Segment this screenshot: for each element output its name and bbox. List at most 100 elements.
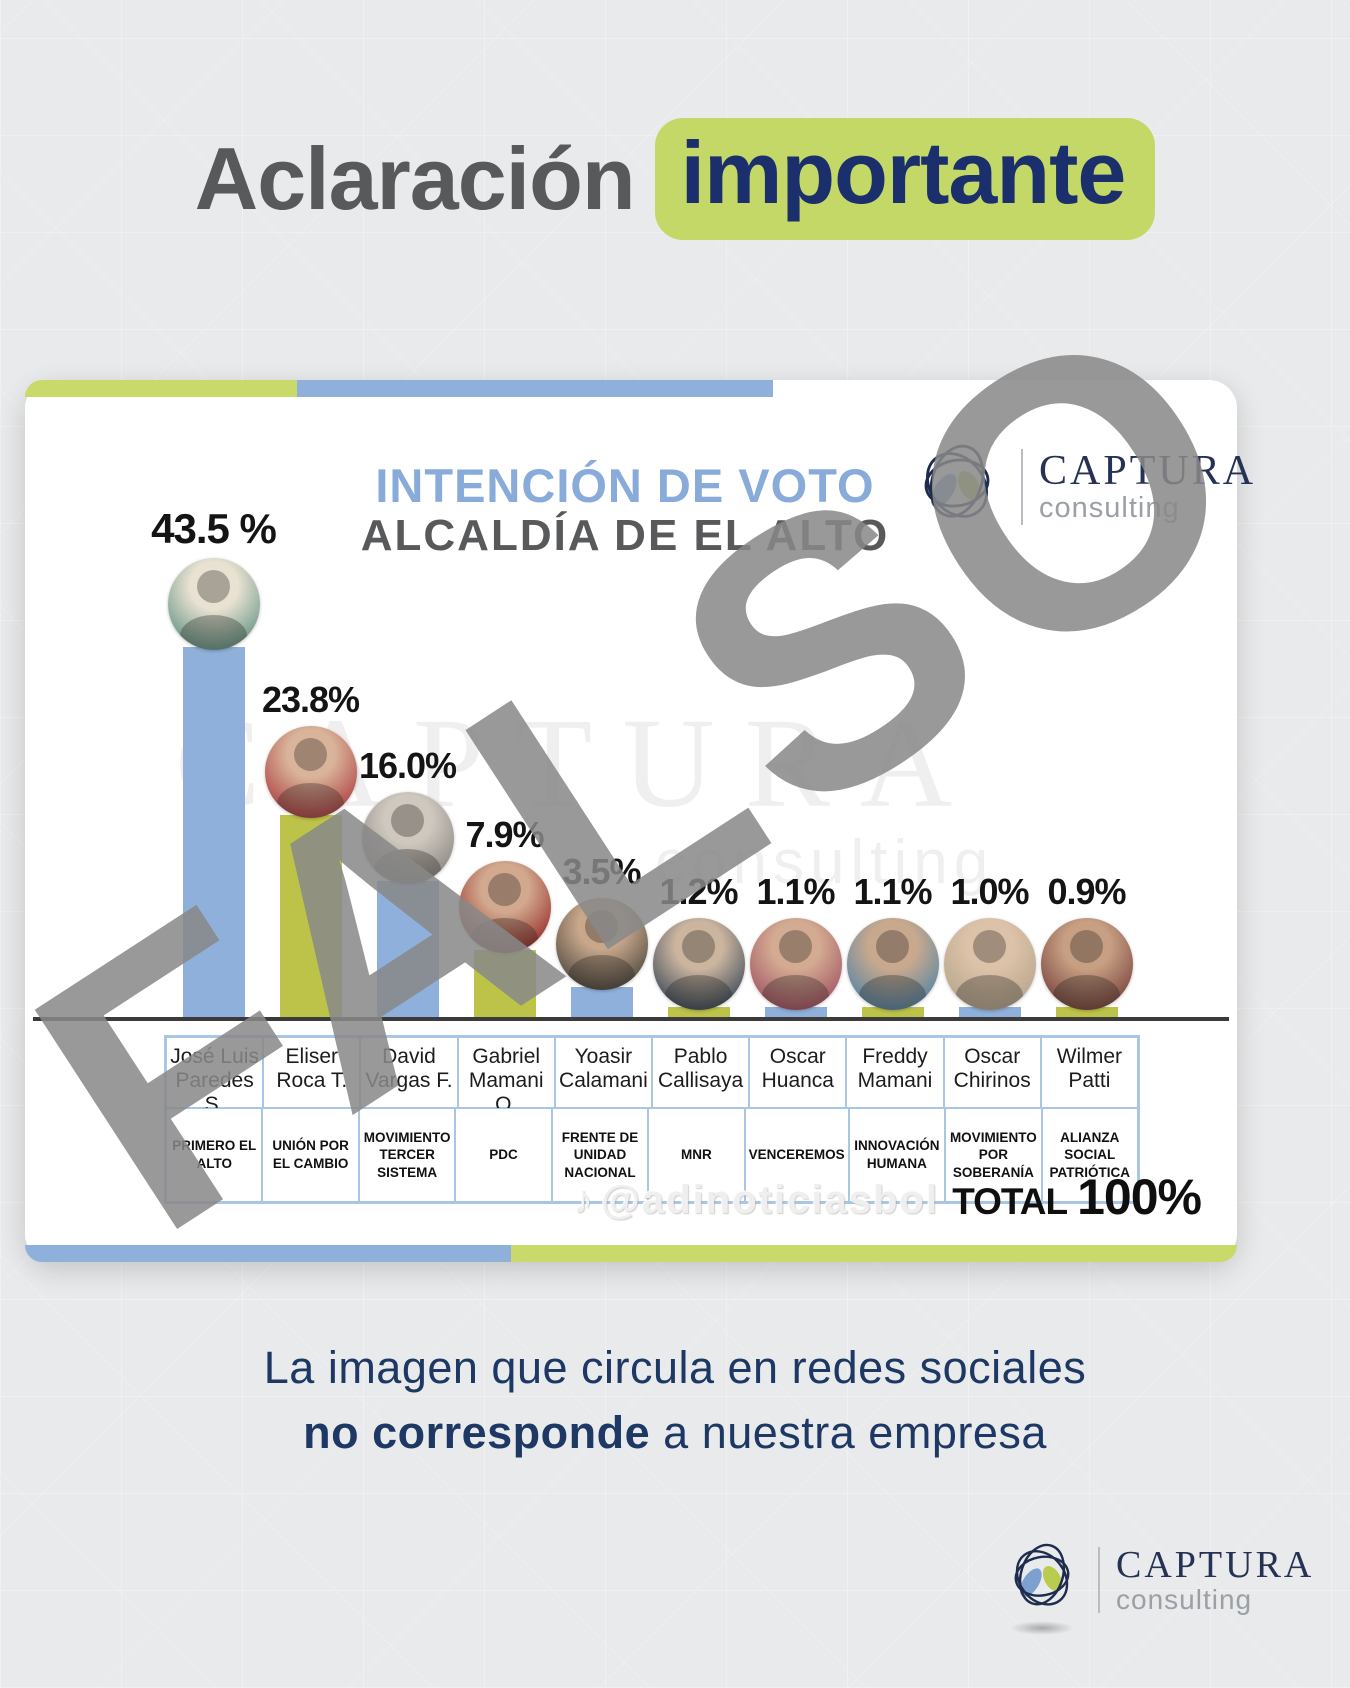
brand-text: CAPTURA consulting bbox=[1116, 1546, 1314, 1614]
party-cell: ALIANZA SOCIAL PATRIÓTICA bbox=[1041, 1108, 1138, 1202]
vote-bar bbox=[182, 647, 245, 1017]
vote-bar bbox=[861, 1007, 924, 1017]
candidate-name-cell: Pablo Callisaya bbox=[651, 1037, 750, 1108]
message-rest: a nuestra empresa bbox=[650, 1407, 1047, 1458]
stripe-green-segment bbox=[25, 380, 297, 397]
avatar-silhouette-head bbox=[584, 910, 619, 944]
chart-baseline bbox=[33, 1017, 1229, 1021]
tiktok-username: @adinoticiasbol bbox=[601, 1178, 939, 1222]
party-cell: VENCEREMOS bbox=[744, 1108, 849, 1202]
party-cell: MNR bbox=[648, 1108, 745, 1202]
avatar-silhouette-head bbox=[1069, 929, 1104, 964]
party-cell: FRENTE DE UNIDAD NACIONAL bbox=[551, 1108, 649, 1202]
party-names-row: PRIMERO EL ALTO UNIÓN POR EL CAMBIO MOVIMI… bbox=[166, 1108, 1138, 1202]
total-label: TOTAL bbox=[952, 1181, 1068, 1222]
avatar-silhouette-head bbox=[875, 929, 910, 964]
candidate-name-cell: Freddy Mamani bbox=[846, 1037, 944, 1108]
bar-chart: 43.5 % 23.8% 16.0% 7.9% 3.5% 1.2% 1.1% 1.1% 1.0%… bbox=[151, 380, 1135, 1017]
avatar-silhouette-body bbox=[277, 782, 344, 818]
party-cell: PRIMERO EL ALTO bbox=[166, 1108, 263, 1202]
avatar-silhouette-body bbox=[180, 615, 247, 651]
avatar-silhouette-body bbox=[956, 975, 1023, 1010]
logo-divider bbox=[1021, 448, 1023, 525]
stripe-blue-segment bbox=[297, 380, 773, 397]
avatar-silhouette-body bbox=[471, 917, 538, 953]
party-cell: PDC bbox=[455, 1108, 552, 1202]
percentage-label: 0.9% bbox=[1047, 871, 1126, 912]
tiktok-icon: ♪ bbox=[573, 1178, 595, 1222]
tiktok-handle: ♪ @adinoticiasbol bbox=[573, 1178, 939, 1223]
candidate-photo bbox=[264, 725, 357, 818]
vote-bar bbox=[473, 949, 536, 1017]
party-cell: MOVIMIENTO TERCER SISTEMA bbox=[358, 1108, 456, 1202]
percentage-label: 23.8% bbox=[261, 678, 360, 720]
candidate-photo bbox=[652, 917, 745, 1010]
vote-bar bbox=[764, 1007, 827, 1017]
candidate-name-cell: Oscar Huanca bbox=[749, 1037, 847, 1108]
chart-title-line1: INTENCIÓN DE VOTO bbox=[375, 459, 875, 512]
vote-bar bbox=[1055, 1007, 1118, 1017]
vote-bar bbox=[958, 1007, 1021, 1017]
brand-subtitle: consulting bbox=[1039, 492, 1180, 524]
captura-logo-header: CAPTURA consulting bbox=[909, 432, 1256, 541]
candidate-photo bbox=[1040, 918, 1133, 1010]
candidate-photo bbox=[846, 918, 939, 1010]
message-line1: La imagen que circula en redes sociales bbox=[263, 1342, 1087, 1393]
vote-bar bbox=[376, 881, 439, 1017]
page-title: Aclaración importante bbox=[0, 118, 1350, 240]
avatar-silhouette-body bbox=[1053, 975, 1120, 1010]
candidate-column: 3.5% bbox=[553, 380, 650, 1017]
captura-knot-icon bbox=[909, 432, 1005, 541]
candidate-photo bbox=[458, 860, 551, 953]
candidate-name-cell: José Luis Paredes S. bbox=[166, 1037, 264, 1116]
title-word-normal: Aclaración bbox=[194, 129, 636, 228]
candidate-column: 23.8% bbox=[261, 380, 360, 1017]
candidate-name-cell: David Vargas F. bbox=[360, 1037, 458, 1108]
party-cell: MOVIMIENTO POR SOBERANÍA bbox=[945, 1108, 1042, 1202]
avatar-silhouette-head bbox=[487, 872, 522, 906]
logo-divider bbox=[1098, 1546, 1100, 1613]
candidate-column: 1.1% bbox=[844, 380, 941, 1017]
candidate-name-cell: Eliser Roca T. bbox=[263, 1037, 361, 1108]
chart-title: INTENCIÓN DE VOTO ALCALDÍA DE EL ALTO bbox=[280, 458, 970, 561]
vote-bar bbox=[667, 1006, 730, 1017]
party-cell: UNIÓN POR EL CAMBIO bbox=[262, 1108, 359, 1202]
candidate-column: 7.9% bbox=[456, 380, 553, 1017]
clarification-message: La imagen que circula en redes sociales … bbox=[0, 1342, 1350, 1459]
avatar-silhouette-head bbox=[778, 929, 813, 964]
candidates-table: José Luis Paredes S. Eliser Roca T. David … bbox=[164, 1035, 1140, 1204]
percentage-label: 1.0% bbox=[950, 871, 1029, 912]
candidate-photo bbox=[555, 898, 648, 991]
brand-name: CAPTURA bbox=[1116, 1543, 1315, 1586]
candidate-name-cell: Yoasir Calamani bbox=[554, 1037, 652, 1108]
total-value: 100% bbox=[1077, 1169, 1202, 1225]
percentage-label: 1.1% bbox=[853, 871, 932, 912]
candidate-photo bbox=[943, 918, 1036, 1010]
percentage-label: 16.0% bbox=[358, 745, 457, 786]
avatar-silhouette-head bbox=[972, 929, 1007, 964]
brand-subtitle: consulting bbox=[1116, 1583, 1253, 1615]
candidate-names-row: José Luis Paredes S. Eliser Roca T. David … bbox=[166, 1037, 1138, 1116]
chart-title-line2: ALCALDÍA DE EL ALTO bbox=[360, 511, 890, 560]
candidate-name-cell: Gabriel Mamani O. bbox=[457, 1037, 555, 1116]
candidate-photo bbox=[361, 792, 454, 884]
candidate-photo bbox=[749, 918, 842, 1010]
candidate-photo bbox=[167, 558, 260, 651]
card-bottom-stripe bbox=[25, 1245, 1237, 1262]
party-cell: INNOVACIÓN HUMANA bbox=[848, 1108, 946, 1202]
brand-text: CAPTURA consulting bbox=[1039, 450, 1256, 523]
message-line2: no corresponde a nuestra empresa bbox=[0, 1407, 1350, 1459]
avatar-silhouette-head bbox=[196, 570, 231, 604]
captura-knot-icon bbox=[1002, 1532, 1082, 1635]
stripe-green-segment bbox=[511, 1245, 1237, 1262]
candidate-column: 1.0% bbox=[941, 380, 1038, 1017]
percentage-label: 7.9% bbox=[465, 813, 544, 855]
vote-bar bbox=[570, 987, 633, 1017]
title-word-highlighted: importante bbox=[654, 118, 1156, 240]
brand-name: CAPTURA bbox=[1039, 448, 1257, 494]
message-bold: no corresponde bbox=[303, 1407, 651, 1458]
candidate-column: 1.1% bbox=[747, 380, 844, 1017]
avatar-silhouette-body bbox=[665, 974, 732, 1010]
candidate-column: 0.9% bbox=[1038, 380, 1135, 1017]
